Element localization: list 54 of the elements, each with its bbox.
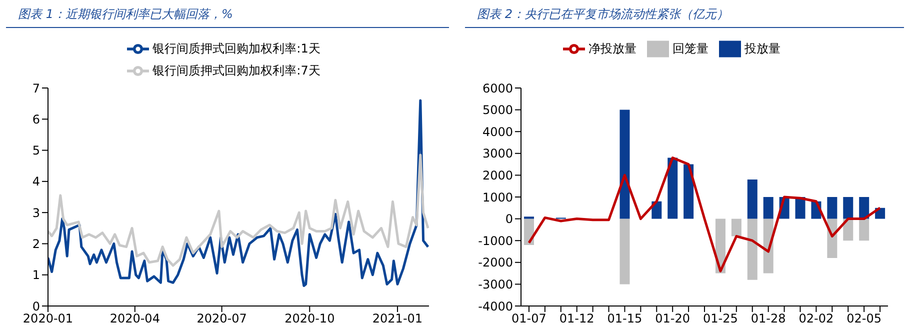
y-tick-label: -4000 <box>478 299 513 314</box>
x-tick-label: 01-20 <box>655 312 690 326</box>
x-tick-label: 01-12 <box>559 312 594 326</box>
y-tick-label: 3000 <box>482 146 513 161</box>
y-tick-label: 4000 <box>482 124 513 139</box>
x-tick-label: 2020-10 <box>284 312 335 326</box>
y-tick-label: 2 <box>32 236 40 251</box>
bar <box>747 218 758 280</box>
y-tick-label: -1000 <box>478 234 513 248</box>
bar <box>859 197 870 219</box>
y-tick-label: 6 <box>32 112 40 126</box>
x-tick-label: 2020-01 <box>22 312 74 326</box>
bar <box>620 218 630 284</box>
y-tick-label: 2000 <box>482 168 513 182</box>
y-tick-label: 5000 <box>482 103 513 118</box>
y-tick-label: 5 <box>32 144 40 158</box>
x-tick-label: 01-07 <box>512 312 546 326</box>
legend-label: 银行间质押式回购加权利率:7天 <box>152 63 320 78</box>
line-series <box>48 154 429 267</box>
bar <box>747 180 758 219</box>
bar <box>763 197 774 219</box>
y-tick-label: 1 <box>32 268 40 282</box>
x-tick-label: 01-15 <box>607 312 642 326</box>
legend-label: 银行间质押式回购加权利率:1天 <box>152 41 320 56</box>
bar <box>668 158 678 219</box>
chart-title: 图表 1：近期银行间利率已大幅回落，% <box>6 0 449 28</box>
bar <box>684 164 694 219</box>
chart-title: 图表 2：央行已在平复市场流动性紧张（亿元） <box>465 0 904 28</box>
bar <box>827 197 838 219</box>
x-tick-label: 01-28 <box>750 312 786 326</box>
legend-label: 投放量 <box>744 41 780 56</box>
bar <box>731 218 742 236</box>
y-tick-label: -3000 <box>478 277 513 292</box>
x-tick-label: 01-25 <box>703 312 738 326</box>
y-tick-label: -2000 <box>478 256 513 270</box>
y-tick-label: 6000 <box>482 81 513 96</box>
y-tick-label: 0 <box>32 299 40 314</box>
y-tick-label: 4 <box>32 174 40 189</box>
legend-label: 净投放量 <box>588 41 636 56</box>
y-tick-label: 0 <box>505 212 513 226</box>
bar <box>843 197 854 219</box>
bar <box>859 218 870 241</box>
line-series <box>528 156 882 272</box>
y-tick-label: 3 <box>32 206 40 220</box>
x-tick-label: 02-05 <box>846 312 882 326</box>
bar <box>524 218 534 245</box>
x-tick-label: 02-02 <box>798 312 834 326</box>
x-tick-label: 2020-07 <box>196 312 247 326</box>
bar <box>620 110 630 219</box>
x-tick-label: 2020-04 <box>110 312 160 326</box>
y-tick-label: 7 <box>32 81 40 96</box>
y-tick-label: 1000 <box>482 190 513 204</box>
x-tick-label: 2021-01 <box>372 312 423 326</box>
legend-label: 回笼量 <box>672 41 708 56</box>
